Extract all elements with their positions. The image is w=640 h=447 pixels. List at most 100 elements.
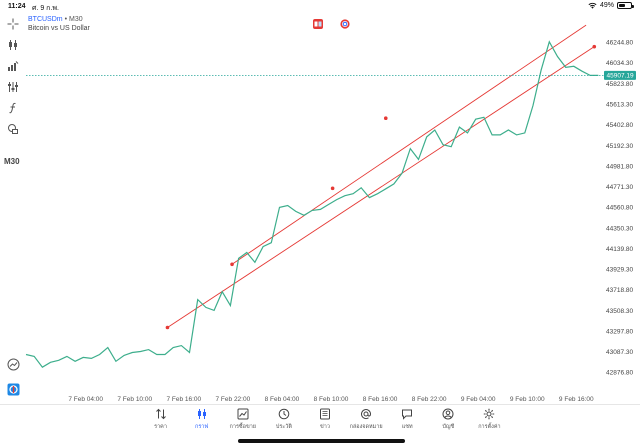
broker-logo[interactable] [6, 382, 20, 396]
bottom-nav: ราคา กราฟ การซื้อขาย ประวัติ ข่าว กล่องจ… [140, 408, 510, 434]
ring-icon [340, 19, 350, 29]
symbol-separator: • [64, 16, 68, 23]
last-price-marker: 45907.19 [604, 70, 636, 80]
candles-icon [9, 40, 17, 50]
time-tick-label: 9 Feb 16:00 [559, 396, 594, 403]
battery-icon [617, 2, 634, 9]
nav-settings[interactable]: การตั้งค่า [469, 408, 510, 434]
symbol-timeframe: M30 [68, 16, 83, 23]
time-tick-label: 8 Feb 04:00 [265, 396, 300, 403]
nav-account-label: บัญชี [442, 424, 455, 430]
chart-type-tool[interactable] [6, 38, 20, 52]
channel-anchor-point[interactable] [330, 186, 335, 191]
price-tick-label: 43718.80 [606, 287, 633, 294]
nav-mailbox[interactable]: กล่องจดหมาย [346, 408, 387, 434]
nav-history-label: ประวัติ [275, 424, 292, 430]
wifi-icon [588, 2, 597, 9]
news-icon [319, 408, 331, 420]
indicators-tool[interactable] [6, 59, 20, 73]
broker-logo-icon [7, 383, 19, 395]
status-right: 49% [588, 2, 634, 9]
time-tick-label: 7 Feb 22:00 [216, 396, 251, 403]
settings-gear-icon [483, 408, 495, 420]
crosshair-icon [7, 18, 19, 30]
price-tick-label: 42876.80 [606, 370, 633, 377]
bottom-divider [0, 404, 640, 405]
time-tick-label: 8 Feb 22:00 [412, 396, 447, 403]
time-tick-label: 7 Feb 10:00 [117, 396, 152, 403]
price-axis[interactable]: 46244.80 46034.30 45823.80 45613.30 45402.80… [606, 40, 633, 377]
last-price-label: 45907.19 [607, 73, 634, 80]
channel-anchor-point[interactable] [592, 44, 597, 49]
status-time: 11:24 [8, 3, 26, 10]
function-tool[interactable] [6, 101, 20, 115]
nav-history[interactable]: ประวัติ [263, 408, 304, 434]
nav-news-label: ข่าว [320, 424, 330, 430]
nav-account[interactable]: บัญชี [428, 408, 469, 434]
price-tick-label: 45192.30 [606, 143, 633, 150]
nav-news[interactable]: ข่าว [304, 408, 345, 434]
nav-chat[interactable]: แชท [387, 408, 428, 434]
account-icon [442, 408, 454, 420]
price-tick-label: 43508.30 [606, 308, 633, 315]
symbol-description: Bitcoin vs US Dollar [28, 25, 90, 32]
channel-anchor-point[interactable] [383, 116, 388, 121]
price-tick-label: 45823.80 [606, 81, 633, 88]
nav-chat-label: แชท [401, 424, 413, 430]
price-tick-label: 45613.30 [606, 101, 633, 108]
price-tick-label: 46034.30 [606, 60, 633, 67]
price-tick-label: 44981.80 [606, 163, 633, 170]
indicator-toggle-button[interactable] [340, 19, 350, 29]
shapes-tool[interactable] [6, 122, 20, 136]
timeframe-selector[interactable]: M30 [4, 157, 20, 166]
nav-trade-label: การซื้อขาย [229, 424, 257, 430]
time-axis[interactable]: 7 Feb 04:00 7 Feb 10:00 7 Feb 16:00 7 Feb 2… [68, 396, 594, 403]
price-tick-label: 43297.80 [606, 328, 633, 335]
price-tick-label: 44771.30 [606, 184, 633, 191]
nav-quotes[interactable]: ราคา [140, 408, 181, 434]
price-series-line [25, 40, 599, 368]
crosshair-tool[interactable] [6, 17, 20, 31]
battery-percent: 49% [599, 2, 614, 9]
objects-tool[interactable] [6, 80, 20, 94]
bars-up-icon [8, 61, 19, 71]
mailbox-at-icon [360, 408, 372, 420]
status-bar: 11:24 ศ. 9 ก.พ. 49% [0, 0, 640, 14]
price-tick-label: 44350.30 [606, 225, 633, 232]
time-tick-label: 9 Feb 04:00 [461, 396, 496, 403]
nav-trade[interactable]: การซื้อขาย [222, 408, 263, 434]
status-date: ศ. 9 ก.พ. [32, 5, 59, 12]
channel-line[interactable] [167, 46, 595, 328]
channel-anchor-point[interactable] [230, 262, 234, 267]
time-tick-label: 8 Feb 16:00 [363, 396, 398, 403]
nav-chart-label: กราฟ [195, 424, 209, 430]
nav-settings-label: การตั้งค่า [478, 424, 501, 430]
trade-history-toggle[interactable] [6, 357, 20, 371]
time-tick-label: 7 Feb 16:00 [166, 396, 201, 403]
channel-line[interactable] [231, 24, 587, 265]
price-tick-label: 46244.80 [606, 40, 633, 47]
nav-mailbox-label: กล่องจดหมาย [349, 424, 383, 430]
one-click-trade-button[interactable] [313, 19, 323, 29]
history-clock-icon [278, 408, 290, 420]
price-tick-label: 45402.80 [606, 122, 633, 129]
symbol-name[interactable]: BTCUSDm [28, 16, 63, 23]
trade-chart-icon [237, 408, 249, 420]
quotes-icon [155, 408, 167, 420]
price-tick-label: 44560.80 [606, 205, 633, 212]
gauge-icon [7, 358, 19, 370]
price-tick-label: 44139.80 [606, 246, 633, 253]
nav-quotes-label: ราคา [154, 424, 167, 430]
time-tick-label: 7 Feb 04:00 [68, 396, 103, 403]
symbol-info[interactable]: BTCUSDm • M30 Bitcoin vs US Dollar [28, 15, 90, 33]
price-tick-label: 43929.30 [606, 267, 633, 274]
time-tick-label: 9 Feb 10:00 [510, 396, 545, 403]
function-icon [9, 102, 16, 114]
channel-anchor-point[interactable] [165, 325, 170, 330]
time-tick-label: 8 Feb 10:00 [314, 396, 349, 403]
channel-tool[interactable] [165, 24, 597, 330]
price-tick-label: 43087.30 [606, 349, 633, 356]
nav-chart[interactable]: กราฟ [181, 408, 222, 434]
shapes-icon [8, 124, 18, 134]
